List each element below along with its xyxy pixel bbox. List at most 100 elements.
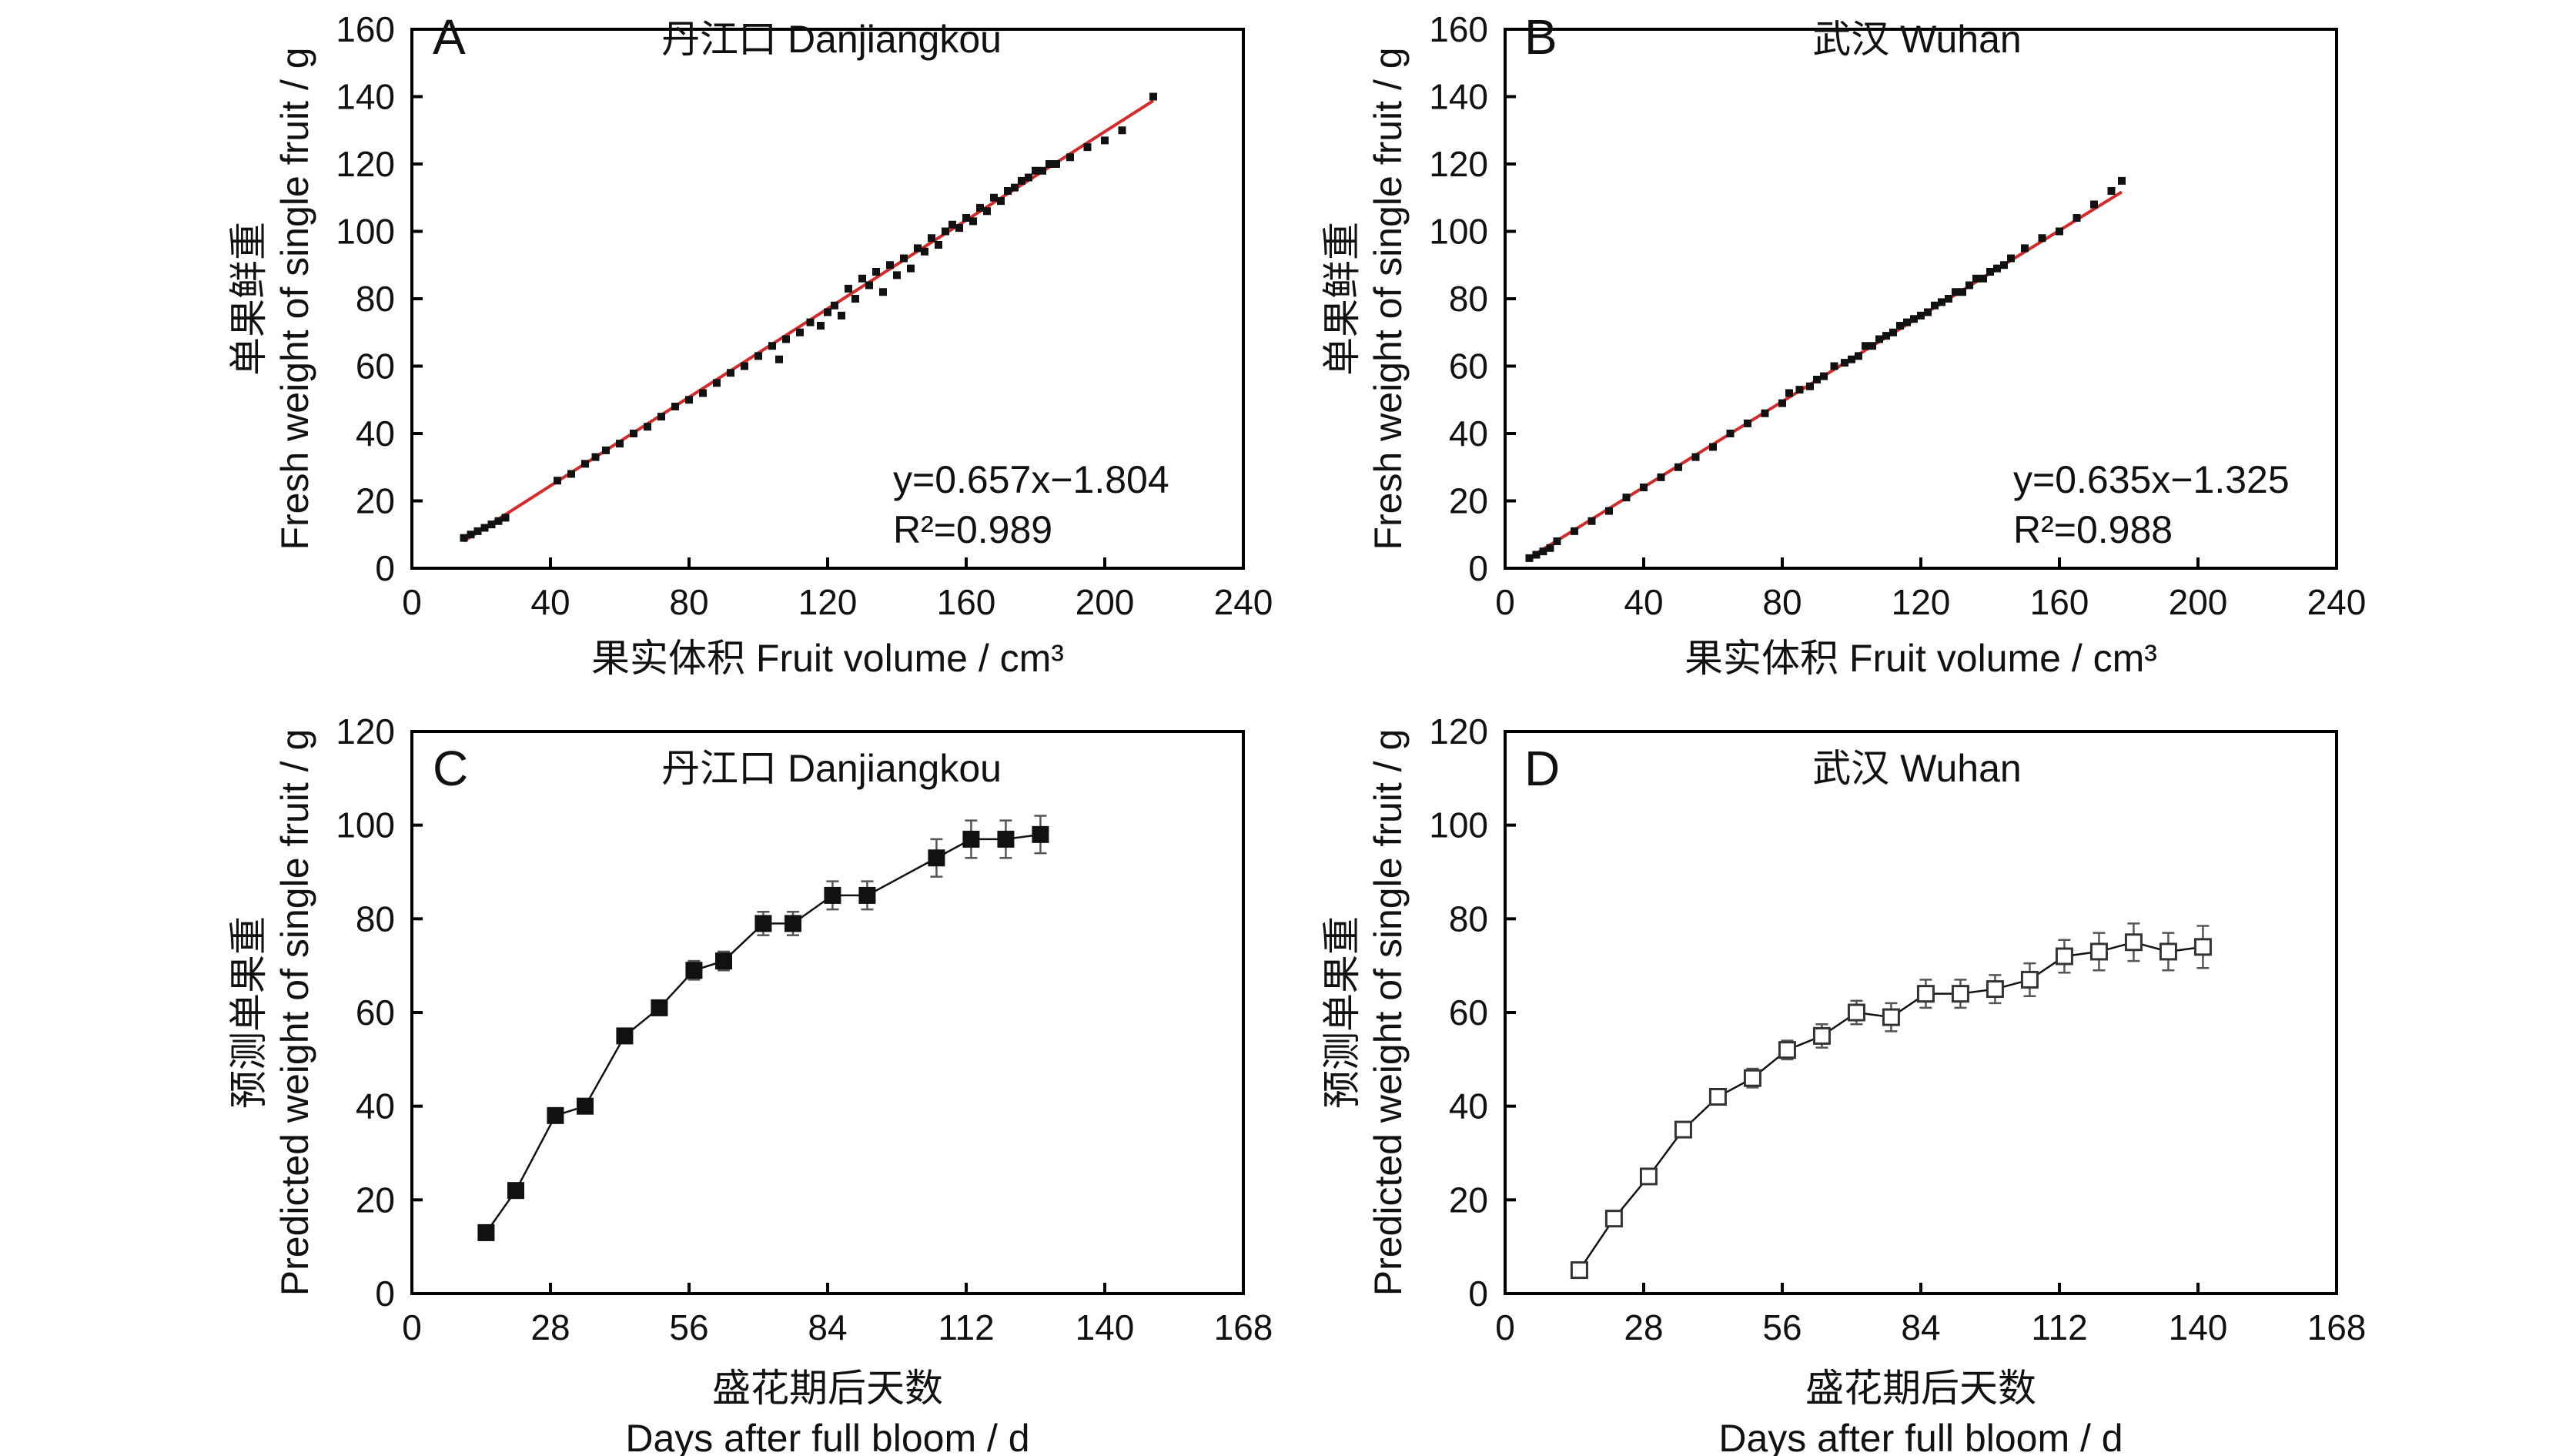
panel-a-xtick-label: 160 — [937, 582, 996, 622]
panel-a-point — [845, 284, 852, 293]
panel-a-point — [671, 403, 679, 410]
panel-d-xtick-label: 112 — [2031, 1307, 2087, 1347]
panel-b-point — [1657, 473, 1665, 481]
panel-d-ytick-label: 80 — [1449, 899, 1488, 939]
panel-a-point — [554, 477, 561, 485]
panel-b-point — [1571, 527, 1578, 535]
panel-c-xlabel-cn: 盛花期后天数 — [712, 1367, 943, 1410]
panel-a-point — [713, 379, 721, 387]
panel-d-marker — [2020, 970, 2039, 989]
panel-a-xtick-label: 80 — [669, 582, 708, 622]
panel-b-point — [1820, 372, 1828, 380]
panel-c-marker — [685, 962, 703, 979]
panel-c-ylabel-en: Predicted weight of single fruit / g — [273, 729, 316, 1297]
panel-d-xlabel-en: Days after full bloom / d — [1718, 1417, 2123, 1456]
panel-a-point — [824, 308, 831, 316]
panel-d-marker — [1847, 1003, 1865, 1022]
panel-b-ytick-label: 60 — [1449, 346, 1488, 387]
panel-d-marker — [1743, 1069, 1761, 1087]
panel-a-point — [480, 524, 489, 532]
panel-d-marker — [1708, 1088, 1727, 1106]
panel-b-point — [2073, 214, 2081, 222]
panel-c-title: 丹江口 Danjiangkou — [661, 747, 1002, 790]
panel-d-xtick-label: 140 — [2169, 1307, 2228, 1347]
panel-a-ticks: 0 40 80 120 160 200 240 0 20 40 60 80 100 120 140 160 — [336, 9, 1273, 622]
panel-c-marker — [1032, 825, 1049, 843]
panel-a-point — [616, 440, 624, 448]
panel-a-point — [727, 369, 734, 377]
panel-c-xtick-label: 0 — [402, 1307, 422, 1347]
panel-a-point — [1118, 126, 1126, 135]
panel-b-xtick-label: 0 — [1495, 582, 1515, 622]
panel-c-marker — [824, 886, 841, 904]
panel-a-letter: A — [433, 9, 466, 65]
panel-b-point — [2021, 244, 2029, 253]
panel-b-xtick-label: 80 — [1762, 582, 1802, 622]
panel-a-point — [914, 244, 922, 253]
panel-b-point — [1882, 332, 1890, 340]
panel-d-marker — [2124, 933, 2143, 952]
panel-a-point — [501, 514, 510, 522]
panel-d-ytick-label: 60 — [1449, 992, 1488, 1033]
panel-d-xtick-label: 84 — [1901, 1307, 1940, 1347]
panel-b-point — [1959, 288, 1966, 296]
panel-a-point — [893, 271, 901, 279]
panel-a-point — [1066, 153, 1074, 162]
panel-c-xtick-label: 28 — [530, 1307, 570, 1347]
panel-c-plot-frame — [410, 730, 1245, 1295]
panel-b-xtick-label: 40 — [1624, 582, 1663, 622]
panel-c-series — [477, 815, 1049, 1241]
panel-a-point — [831, 301, 838, 310]
panel-b-point — [2118, 176, 2126, 185]
panel-d-xtick-label: 0 — [1495, 1307, 1515, 1347]
panel-a-xtick-label: 0 — [402, 582, 422, 622]
panel-c-xlabel-en: Days after full bloom / d — [625, 1417, 1029, 1456]
panel-b-xtick-label: 200 — [2169, 582, 2228, 622]
panel-a-point — [1025, 173, 1032, 182]
panel-c-marker — [858, 886, 876, 904]
panel-b-point — [1862, 342, 1869, 350]
panel-d-marker — [1951, 985, 1969, 1003]
panel-b-point — [1525, 554, 1534, 562]
panel-d-ytick-label: 100 — [1429, 805, 1488, 845]
panel-a-point — [630, 430, 637, 437]
panel-a-ytick-label: 140 — [336, 77, 395, 117]
panel-a-title: 丹江口 Danjiangkou — [661, 18, 1002, 61]
panel-a-point — [602, 446, 610, 454]
panel-a-point — [806, 318, 815, 326]
panel-a-point — [886, 261, 894, 269]
panel-a-point — [699, 389, 707, 397]
panel-d-xtick-label: 28 — [1624, 1307, 1663, 1347]
panel-a-xtick-label: 40 — [530, 582, 570, 622]
panel-a-point — [460, 534, 468, 542]
panel-b-points — [1525, 176, 2126, 562]
panel-b-point — [1910, 315, 1918, 323]
panel-d-marker — [1570, 1261, 1588, 1280]
panel-a-point — [473, 527, 482, 535]
panel-b-point — [1761, 409, 1769, 417]
panel-a-point — [768, 342, 776, 350]
panel-d-xtick-label: 56 — [1762, 1307, 1802, 1347]
panel-d-series-line — [1578, 941, 2203, 1271]
panel-b-point — [1917, 311, 1925, 320]
panel-a-point — [948, 220, 956, 229]
panel-a-point — [467, 531, 475, 539]
panel-d-title: 武汉 Wuhan — [1812, 747, 2021, 790]
panel-d-marker — [1916, 985, 1935, 1003]
panel-b-xlabel: 果实体积 Fruit volume / cm³ — [1684, 637, 2157, 680]
panel-a-ytick-label: 40 — [356, 413, 395, 454]
panel-c-letter: C — [433, 741, 468, 796]
panel-a-points — [460, 92, 1157, 542]
panel-a-point — [754, 352, 762, 360]
panel-b-point — [1945, 295, 1952, 303]
panel-b-r2: R²=0.988 — [2013, 508, 2173, 551]
panel-c-series-line — [485, 833, 1041, 1233]
panel-d-marker — [1674, 1120, 1692, 1139]
panel-a-point — [1018, 176, 1025, 185]
panel-a-ytick-label: 160 — [336, 9, 395, 49]
panel-d-xlabel-cn: 盛花期后天数 — [1805, 1367, 2036, 1410]
panel-b-point — [1875, 335, 1883, 343]
panel-b-ylabel-cn: 单果鲜重 — [1320, 222, 1363, 376]
panel-b-point — [2107, 187, 2116, 195]
panel-a-point — [1011, 183, 1019, 192]
